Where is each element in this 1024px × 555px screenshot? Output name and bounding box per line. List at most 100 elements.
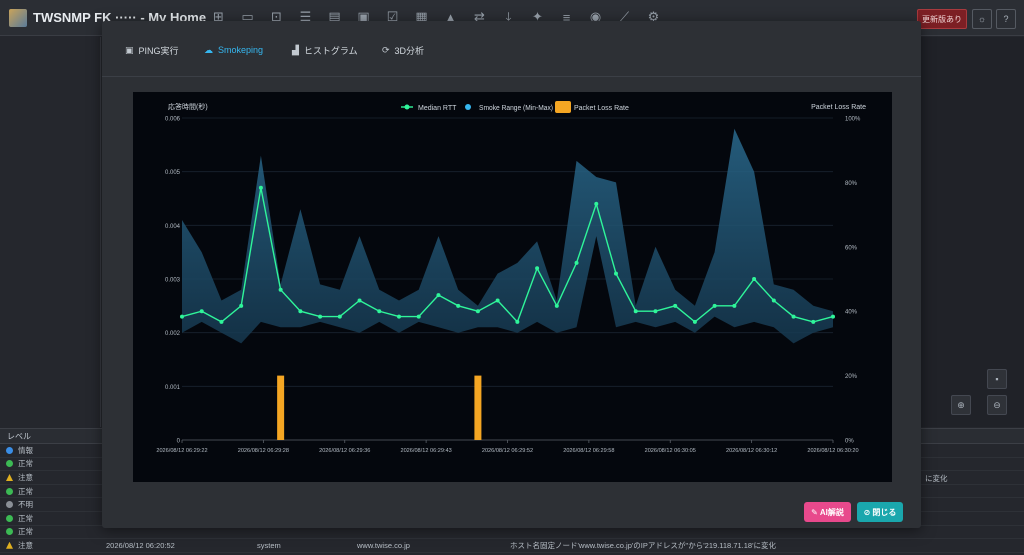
x-tick-label: 2026/08/12 06:30:12	[726, 448, 777, 454]
median-rtt-point[interactable]	[614, 271, 618, 276]
log-message-tail: に変化	[925, 474, 948, 483]
median-rtt-point[interactable]	[633, 309, 638, 314]
median-rtt-point[interactable]	[811, 319, 816, 324]
status-dot-icon	[6, 514, 13, 522]
tab-histogram-label: ヒストグラム	[303, 45, 358, 56]
zoom-out-icon[interactable]: ⊖	[987, 395, 1007, 415]
median-rtt-point[interactable]	[377, 309, 382, 314]
median-rtt-point[interactable]	[180, 314, 184, 319]
y-axis-label: 応答時間(秒)	[168, 102, 208, 111]
node-list-icon[interactable]: ⊡	[271, 9, 282, 24]
median-rtt-point[interactable]	[594, 201, 599, 206]
y-tick-label: 0.005	[165, 170, 181, 176]
y2-tick-label: 80%	[845, 181, 858, 187]
median-rtt-point[interactable]	[752, 277, 757, 281]
x-tick-label: 2026/08/12 06:29:36	[319, 448, 370, 454]
save-icon[interactable]: ▪	[987, 369, 1007, 389]
close-button-label: 閉じる	[872, 507, 897, 517]
dashboard-icon[interactable]: ▣	[357, 9, 370, 24]
tab-3d[interactable]: ⟳ 3D分析	[382, 43, 424, 57]
log-level: 正常	[18, 486, 33, 496]
status-dot-icon	[6, 446, 13, 454]
median-rtt-point[interactable]	[515, 319, 520, 324]
help-icon[interactable]: ?	[996, 9, 1016, 29]
ai-explain-button[interactable]: ✎ AI解説	[804, 502, 851, 522]
median-rtt-point[interactable]	[278, 287, 283, 292]
x-tick-label: 2026/08/12 06:29:43	[400, 448, 451, 454]
y-tick-label: 0.006	[165, 117, 181, 123]
median-rtt-point[interactable]	[535, 266, 540, 271]
packet-loss-bar[interactable]	[474, 375, 482, 440]
median-rtt-point[interactable]	[298, 309, 303, 314]
report-icon[interactable]: ▤	[328, 9, 341, 24]
alert-icon[interactable]: ▲	[444, 9, 457, 25]
median-rtt-point[interactable]	[475, 309, 480, 314]
cloud-icon: ☁	[204, 44, 213, 55]
table-row[interactable]: 正常	[0, 526, 1024, 540]
median-rtt-point[interactable]	[239, 303, 244, 308]
check-icon[interactable]: ☑	[386, 9, 399, 24]
legend-loss-label[interactable]: Packet Loss Rate	[574, 105, 629, 112]
x-tick-label: 2026/08/12 06:30:05	[645, 448, 696, 454]
legend-smoke-label[interactable]: Smoke Range (Min-Max)	[479, 105, 553, 112]
close-button[interactable]: ⊘ 閉じる	[857, 502, 903, 522]
y2-tick-label: 60%	[845, 245, 858, 251]
network-map-icon[interactable]: ⊞	[213, 9, 224, 24]
left-panel	[0, 37, 101, 427]
line-chart-icon[interactable]: ⟋	[619, 9, 630, 24]
median-rtt-point[interactable]	[219, 319, 224, 324]
median-rtt-point[interactable]	[712, 303, 717, 308]
flow-icon[interactable]: ⇄	[474, 9, 485, 24]
smokeping-dialog: ▣ PING実行 ☁ Smokeping ▟ ヒストグラム ⟳ 3D分析	[102, 21, 921, 528]
median-rtt-point[interactable]	[495, 298, 500, 303]
median-rtt-point[interactable]	[574, 260, 579, 265]
median-rtt-point[interactable]	[732, 303, 737, 308]
median-rtt-point[interactable]	[337, 314, 342, 319]
median-rtt-point[interactable]	[199, 309, 204, 314]
settings-sliders-icon[interactable]: ≡	[562, 9, 571, 25]
zoom-in-icon[interactable]: ⊕	[951, 395, 971, 415]
status-dot-icon	[6, 487, 13, 495]
tab-histogram[interactable]: ▟ ヒストグラム	[292, 43, 358, 57]
monitor-icon[interactable]: ▭	[241, 9, 254, 24]
median-rtt-point[interactable]	[397, 314, 401, 319]
legend-loss-swatch	[555, 101, 571, 113]
brain-icon[interactable]: ◉	[589, 9, 602, 24]
median-rtt-point[interactable]	[673, 303, 678, 308]
calendar-icon[interactable]: ▦	[415, 9, 428, 24]
median-rtt-point[interactable]	[831, 314, 835, 319]
y-tick-label: 0.001	[165, 385, 181, 391]
y-tick-label: 0.004	[165, 224, 181, 230]
median-rtt-point[interactable]	[771, 298, 776, 303]
median-rtt-point[interactable]	[416, 314, 421, 319]
y2-tick-label: 40%	[845, 310, 858, 316]
tab-smokeping[interactable]: ☁ Smokeping	[204, 43, 263, 57]
telescope-icon[interactable]: ✦	[532, 9, 543, 24]
median-rtt-point[interactable]	[258, 185, 263, 190]
legend-median-label[interactable]: Median RTT	[418, 105, 457, 112]
theme-toggle-icon[interactable]: ☼	[972, 9, 992, 29]
log-level: 情報	[18, 445, 33, 455]
update-button[interactable]: 更新版あり	[917, 9, 967, 29]
level-column-header[interactable]: レベル	[7, 431, 31, 441]
median-rtt-point[interactable]	[318, 314, 323, 319]
tab-ping[interactable]: ▣ PING実行	[125, 43, 179, 57]
y2-tick-label: 100%	[845, 117, 861, 123]
median-rtt-point[interactable]	[554, 303, 559, 308]
smoke-range-area	[182, 128, 833, 344]
median-rtt-point[interactable]	[653, 309, 658, 314]
gear-icon[interactable]: ⚙	[647, 9, 660, 24]
median-rtt-point[interactable]	[357, 298, 362, 303]
median-rtt-point[interactable]	[456, 303, 461, 308]
median-rtt-point[interactable]	[436, 293, 441, 298]
packet-loss-bar[interactable]	[277, 375, 285, 440]
dialog-tabs: ▣ PING実行 ☁ Smokeping ▟ ヒストグラム ⟳ 3D分析	[102, 21, 921, 77]
status-dot-icon	[6, 460, 13, 468]
table-row[interactable]: 注意 2026/08/12 06:20:52 system www.twise.…	[0, 539, 1024, 553]
task-list-icon[interactable]: ☰	[299, 9, 312, 24]
y-tick-label: 0	[177, 439, 181, 445]
median-rtt-point[interactable]	[692, 319, 697, 324]
median-rtt-point[interactable]	[791, 314, 796, 319]
download-icon[interactable]: ⤓	[505, 9, 512, 24]
x-tick-label: 2026/08/12 06:29:28	[238, 448, 289, 454]
